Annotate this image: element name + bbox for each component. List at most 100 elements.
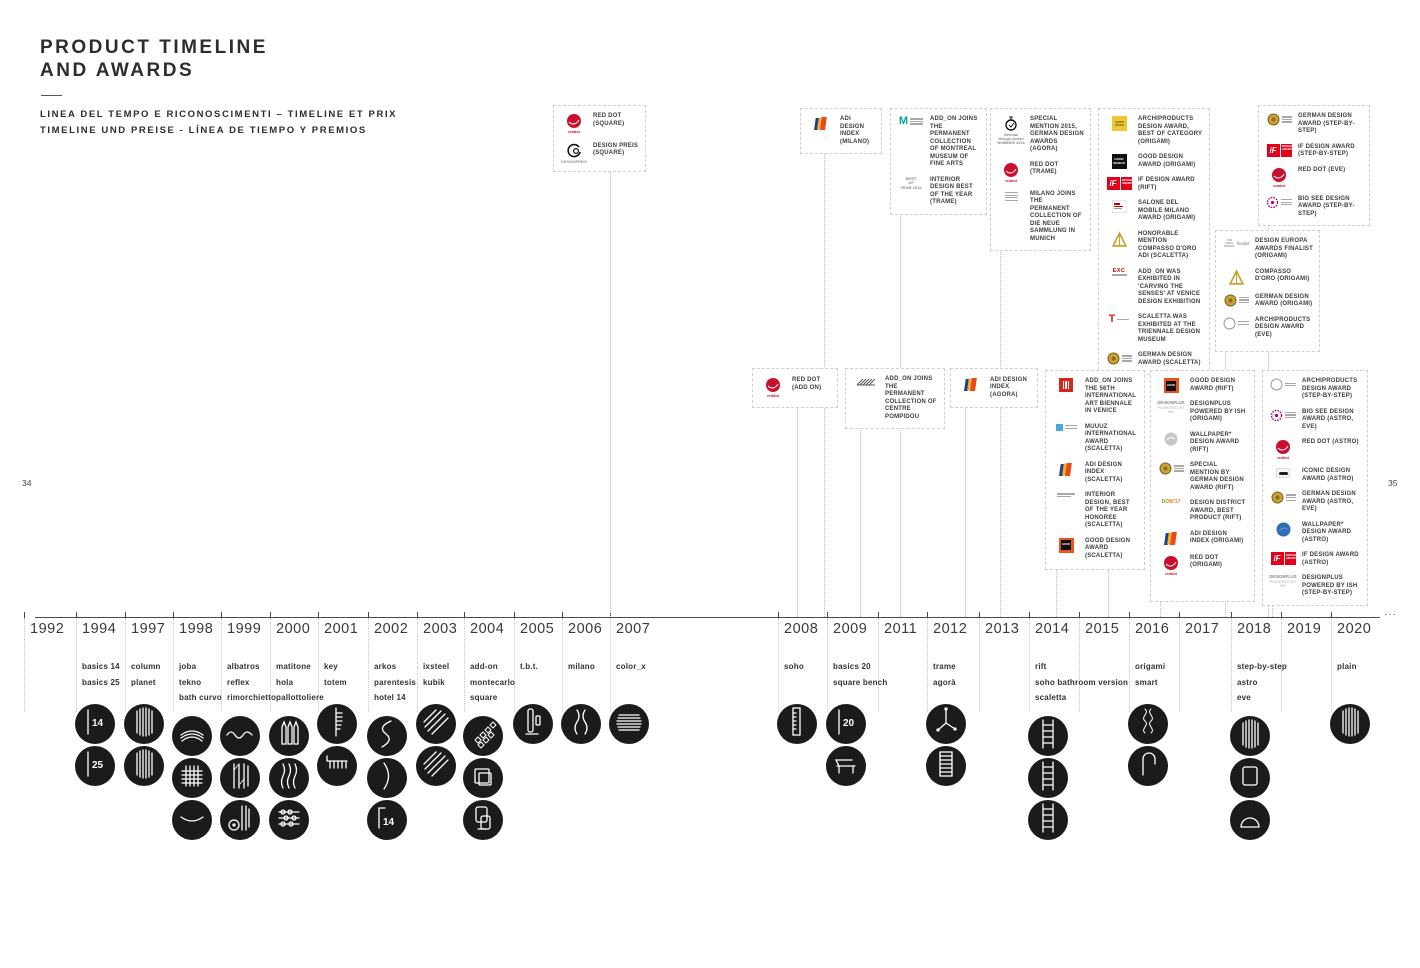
product-name: tekno — [179, 677, 202, 687]
page-title-line1: PRODUCT TIMELINE — [40, 37, 268, 58]
product-icon-circle — [220, 800, 260, 840]
twin-tubes-icon — [513, 702, 553, 747]
good-design-orange-logo-icon: GOOD — [1052, 537, 1080, 553]
axis-tick — [125, 612, 126, 618]
year-column-separator — [1231, 618, 1232, 712]
award-label: WALLPAPER* DESIGN AWARD (ASTRO) — [1302, 521, 1352, 543]
year-label: 2015 — [1085, 621, 1120, 637]
german-design-award-nominee-logo-icon: German Design Award NOMINEE 2014 — [997, 116, 1025, 146]
year-column-separator — [1281, 618, 1282, 712]
curved-slats-icon — [172, 714, 212, 759]
product-icon-stack — [1028, 716, 1068, 840]
product-icon-circle — [220, 758, 260, 798]
chain-weave-icon — [1128, 702, 1168, 747]
axis-tick — [173, 612, 174, 618]
pencils-icon — [269, 714, 309, 759]
axis-tick — [221, 612, 222, 618]
year-label: 1999 — [227, 621, 262, 637]
title-rule — [41, 95, 62, 96]
award-item: ADD_ON JOINS THE 56TH INTERNATIONAL ART … — [1052, 378, 1138, 416]
wallpaper-blue-logo-icon — [1269, 522, 1297, 537]
award-label: ARCHIPRODUCTS DESIGN AWARD (EVE) — [1255, 316, 1311, 338]
award-label: ADD_ON JOINS THE PERMANENT COLLECTION OF… — [885, 376, 937, 420]
reddot-logo-icon: reddot — [1269, 439, 1297, 460]
product-icon-circle — [416, 704, 456, 744]
award-label: ADI DESIGN INDEX (ORIGAMI) — [1190, 530, 1244, 545]
axis-tick — [270, 612, 271, 618]
product-icon-stack — [269, 716, 309, 840]
award-label: ICONIC DESIGN AWARD (ASTRO) — [1302, 468, 1354, 482]
award-item: ADI DESIGN INDEX (SCALETTA) — [1052, 462, 1138, 485]
award-box: ARCHIPRODUCTS DESIGN AWARD, BEST OF CATE… — [1098, 108, 1210, 375]
axis-tick — [778, 612, 779, 618]
axis-tick — [1331, 612, 1332, 618]
year-label: 1998 — [179, 621, 214, 637]
axis-tick — [464, 612, 465, 618]
key-ticks-icon — [317, 702, 357, 747]
axis-tick — [24, 612, 25, 618]
product-name: key — [324, 662, 338, 671]
award-label: IF DESIGN AWARD (RIFT) — [1138, 177, 1195, 191]
year-label: 2009 — [833, 621, 868, 637]
product-name: color_x — [616, 662, 646, 671]
axis-tick — [1129, 612, 1130, 618]
adi-design-index-logo-icon — [1157, 531, 1185, 547]
product-name-list: step-by-step astro eve — [1237, 661, 1287, 703]
number-25-icon: 25 — [75, 744, 115, 789]
product-icon-circle — [926, 704, 966, 744]
product-icon-circle — [463, 758, 503, 798]
year-column-separator — [173, 618, 174, 712]
axis-tick — [979, 612, 980, 618]
big-see-logo-icon — [1265, 196, 1293, 209]
iconic-award-logo-icon — [1269, 468, 1297, 479]
axis-overflow-marker: ··· — [1384, 609, 1397, 620]
year-label: 1992 — [30, 621, 65, 637]
reddot-logo-icon: reddot — [1265, 167, 1293, 188]
award-label: GERMAN DESIGN AWARD (ASTRO, EVE) — [1302, 491, 1356, 513]
award-item: T SCALETTA WAS EXHIBITED AT THE TRIENNALE… — [1105, 314, 1203, 344]
dome-icon — [1230, 798, 1270, 843]
product-icon-circle: 14 — [75, 704, 115, 744]
award-item: iF DESIGN AWARD IF DESIGN AWARD (STEP-BY-S… — [1265, 143, 1363, 159]
product-name-list: t.b.t. — [520, 661, 538, 672]
product-name: albatros — [227, 662, 260, 671]
product-icon-circle — [826, 746, 866, 786]
year-column-separator — [878, 618, 879, 712]
product-name-list: key totem — [324, 661, 347, 688]
design-europa-logo-icon: finalist — [1222, 238, 1250, 248]
year-label: 2012 — [933, 621, 968, 637]
product-name-list: rift soho bathroom version scaletta — [1035, 661, 1128, 703]
product-icon-circle — [317, 746, 357, 786]
product-icon-circle — [367, 716, 407, 756]
product-name: t.b.t. — [520, 662, 539, 671]
product-name-list: add-on montecarlo square — [470, 661, 515, 703]
page-title-line2: AND AWARDS — [40, 60, 195, 81]
award-item: GOOD GOOD DESIGN AWARD (SCALETTA) — [1052, 537, 1138, 561]
award-item: reddot RED DOT (SQUARE) — [560, 113, 639, 134]
award-label: SPECIAL MENTION 2015, GERMAN DESIGN AWAR… — [1030, 116, 1084, 152]
award-label: BIG SEE DESIGN AWARD (ASTRO, EVE) — [1302, 408, 1354, 430]
vertical-bars-icon — [124, 702, 164, 747]
branch-icon — [926, 702, 966, 747]
award-item: EXC ADD_ON WAS EXHIBITED IN 'CARVING THE … — [1105, 268, 1203, 307]
axis-tick — [827, 612, 828, 618]
venice-design-exhibition-logo-icon: EXC — [1105, 268, 1133, 277]
product-name-list: albatros reflex rimorchietto — [227, 661, 276, 703]
award-box: GERMAN DESIGN AWARD (STEP-BY-STEP) iF DESI… — [1258, 105, 1370, 227]
award-connector-line — [860, 376, 861, 617]
product-name: basics 20 — [833, 662, 871, 671]
year-column-separator — [610, 618, 611, 712]
year-column-separator — [76, 618, 77, 712]
archiproducts-circle-logo-icon — [1269, 378, 1297, 391]
product-name: hola — [276, 677, 294, 687]
if-design-award-logo-icon: iF DESIGN AWARD — [1105, 177, 1133, 190]
award-label: RED DOT (ASTRO) — [1302, 439, 1359, 445]
product-name: bath curvo — [179, 693, 222, 702]
wallpaper-silver-logo-icon — [1157, 432, 1185, 446]
product-icon-stack: 14 25 — [75, 704, 115, 786]
reddot-logo-icon: reddot — [997, 162, 1025, 183]
product-name: montecarlo — [470, 677, 516, 687]
award-box: reddot RED DOT (SQUARE) DESIGNPREIS DESIGN … — [553, 105, 646, 172]
curved-line-icon — [172, 798, 212, 843]
year-column-separator — [1179, 618, 1180, 712]
